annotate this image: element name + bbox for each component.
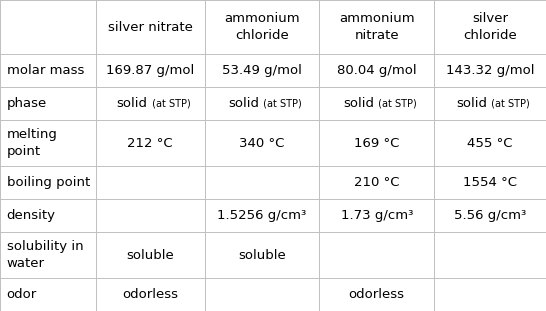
Text: (at STP): (at STP) [149,99,190,109]
Text: solubility in
water: solubility in water [7,240,83,270]
Text: 143.32 g/mol: 143.32 g/mol [446,64,535,77]
Text: 212 °C: 212 °C [127,137,173,150]
Text: odor: odor [7,288,37,301]
Text: solid: solid [116,97,147,110]
Text: 80.04 g/mol: 80.04 g/mol [337,64,417,77]
Text: soluble: soluble [126,248,174,262]
Text: boiling point: boiling point [7,176,90,189]
Text: odorless: odorless [122,288,178,301]
Text: 210 °C: 210 °C [354,176,400,189]
Text: ammonium
nitrate: ammonium nitrate [339,12,414,42]
Text: solid: solid [228,97,259,110]
Text: 1554 °C: 1554 °C [463,176,517,189]
Text: soluble: soluble [238,248,286,262]
Text: 1.73 g/cm³: 1.73 g/cm³ [341,209,413,222]
Text: ammonium
chloride: ammonium chloride [224,12,300,42]
Text: silver
chloride: silver chloride [463,12,517,42]
Text: phase: phase [7,97,47,110]
Text: 1.5256 g/cm³: 1.5256 g/cm³ [217,209,307,222]
Text: density: density [7,209,56,222]
Text: melting
point: melting point [7,128,57,158]
Text: solid: solid [343,97,374,110]
Text: 53.49 g/mol: 53.49 g/mol [222,64,302,77]
Text: (at STP): (at STP) [260,99,302,109]
Text: odorless: odorless [349,288,405,301]
Text: 169.87 g/mol: 169.87 g/mol [106,64,194,77]
Text: solid: solid [456,97,487,110]
Text: 5.56 g/cm³: 5.56 g/cm³ [454,209,526,222]
Text: 455 °C: 455 °C [467,137,513,150]
Text: (at STP): (at STP) [375,99,417,109]
Text: 340 °C: 340 °C [239,137,285,150]
Text: 169 °C: 169 °C [354,137,400,150]
Text: silver nitrate: silver nitrate [108,21,193,34]
Text: (at STP): (at STP) [488,99,530,109]
Text: molar mass: molar mass [7,64,84,77]
